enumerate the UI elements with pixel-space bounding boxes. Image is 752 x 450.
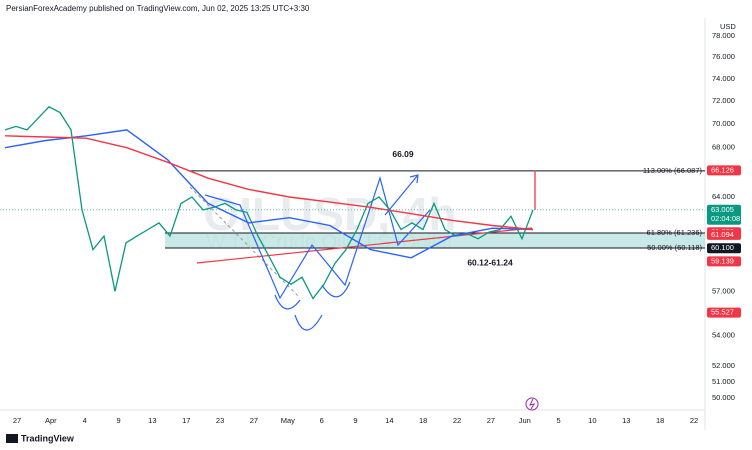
x-tick-label: 9: [116, 416, 120, 425]
price-label: 55.527: [711, 308, 734, 317]
price-label: 60.100: [711, 243, 734, 252]
moving-average: [4, 129, 534, 259]
x-tick-label: 27: [250, 416, 258, 425]
pattern-line: [204, 175, 431, 300]
zone: [165, 232, 705, 248]
annotation: 66.09: [392, 149, 414, 159]
arrow-head: [409, 174, 419, 184]
price-label-bg: [707, 229, 741, 240]
y-tick-label: 57.000: [712, 286, 735, 295]
logo-text: TradingView: [21, 433, 75, 443]
x-tick-label: 13: [148, 416, 156, 425]
x-tick-label: 23: [216, 416, 224, 425]
y-tick-label: 76.000: [712, 52, 735, 61]
event-icon[interactable]: [525, 397, 539, 411]
x-tick-label: May: [281, 416, 295, 425]
y-tick-label: 50.000: [712, 393, 735, 402]
x-tick-label: 13: [622, 416, 630, 425]
y-tick-label: 51.000: [712, 377, 735, 386]
price-label-bg: [707, 307, 741, 318]
countdown: 02:04:08: [711, 214, 740, 223]
fib-label: 61.80% (61.236): [647, 228, 703, 237]
price-label: 63.005: [711, 205, 734, 214]
price-label-bg: [707, 165, 741, 176]
event-icon-bolt: [529, 398, 536, 410]
publisher: PersianForexAcademy published on Trading…: [6, 4, 310, 13]
y-tick-label: 74.000: [712, 74, 735, 83]
y-tick-label: 78.000: [712, 31, 735, 40]
x-tick-label: Jun: [519, 416, 531, 425]
head-curve: [294, 314, 323, 331]
price-label-bg: [707, 243, 741, 254]
x-tick-label: 27: [13, 416, 21, 425]
x-tick-label: 17: [182, 416, 190, 425]
price-label-bg: [707, 256, 741, 267]
annotation: 60.12-61.24: [467, 258, 513, 268]
x-tick-label: 22: [690, 416, 698, 425]
y-tick-label: 68.000: [712, 143, 735, 152]
arrow: [384, 174, 419, 216]
x-tick-label: 4: [83, 416, 87, 425]
y-tick-label: 54.000: [712, 330, 735, 339]
x-tick-label: 6: [320, 416, 324, 425]
x-tick-label: 9: [353, 416, 357, 425]
shoulder-curve: [321, 281, 351, 298]
fib-label: 113.00% (66.087): [643, 166, 703, 175]
fib-label: 50.00% (60.118): [647, 243, 702, 252]
x-tick-label: 5: [557, 416, 561, 425]
x-tick-label: 18: [419, 416, 427, 425]
price-label: 66.126: [711, 165, 734, 174]
price-label-bg: [707, 204, 741, 225]
x-tick-label: 22: [453, 416, 461, 425]
shoulder-curve: [274, 294, 301, 310]
y-tick-label: 70.000: [712, 119, 735, 128]
x-tick-label: 27: [487, 416, 495, 425]
price-label: 59.139: [711, 256, 734, 265]
x-tick-label: Apr: [45, 416, 57, 425]
price-line: [4, 105, 534, 300]
x-tick-label: 18: [656, 416, 664, 425]
y-tick-label: 52.000: [712, 361, 735, 370]
price-label: 61.094: [711, 230, 734, 239]
y-tick-label: 72.000: [712, 96, 735, 105]
y-tick-label: 64.000: [712, 192, 735, 201]
currency: USD: [720, 22, 736, 31]
logo-mark: [6, 434, 18, 443]
x-tick-label: 14: [385, 416, 393, 425]
trend-line: [189, 186, 301, 299]
moving-average: [4, 135, 534, 231]
x-tick-label: 10: [588, 416, 596, 425]
